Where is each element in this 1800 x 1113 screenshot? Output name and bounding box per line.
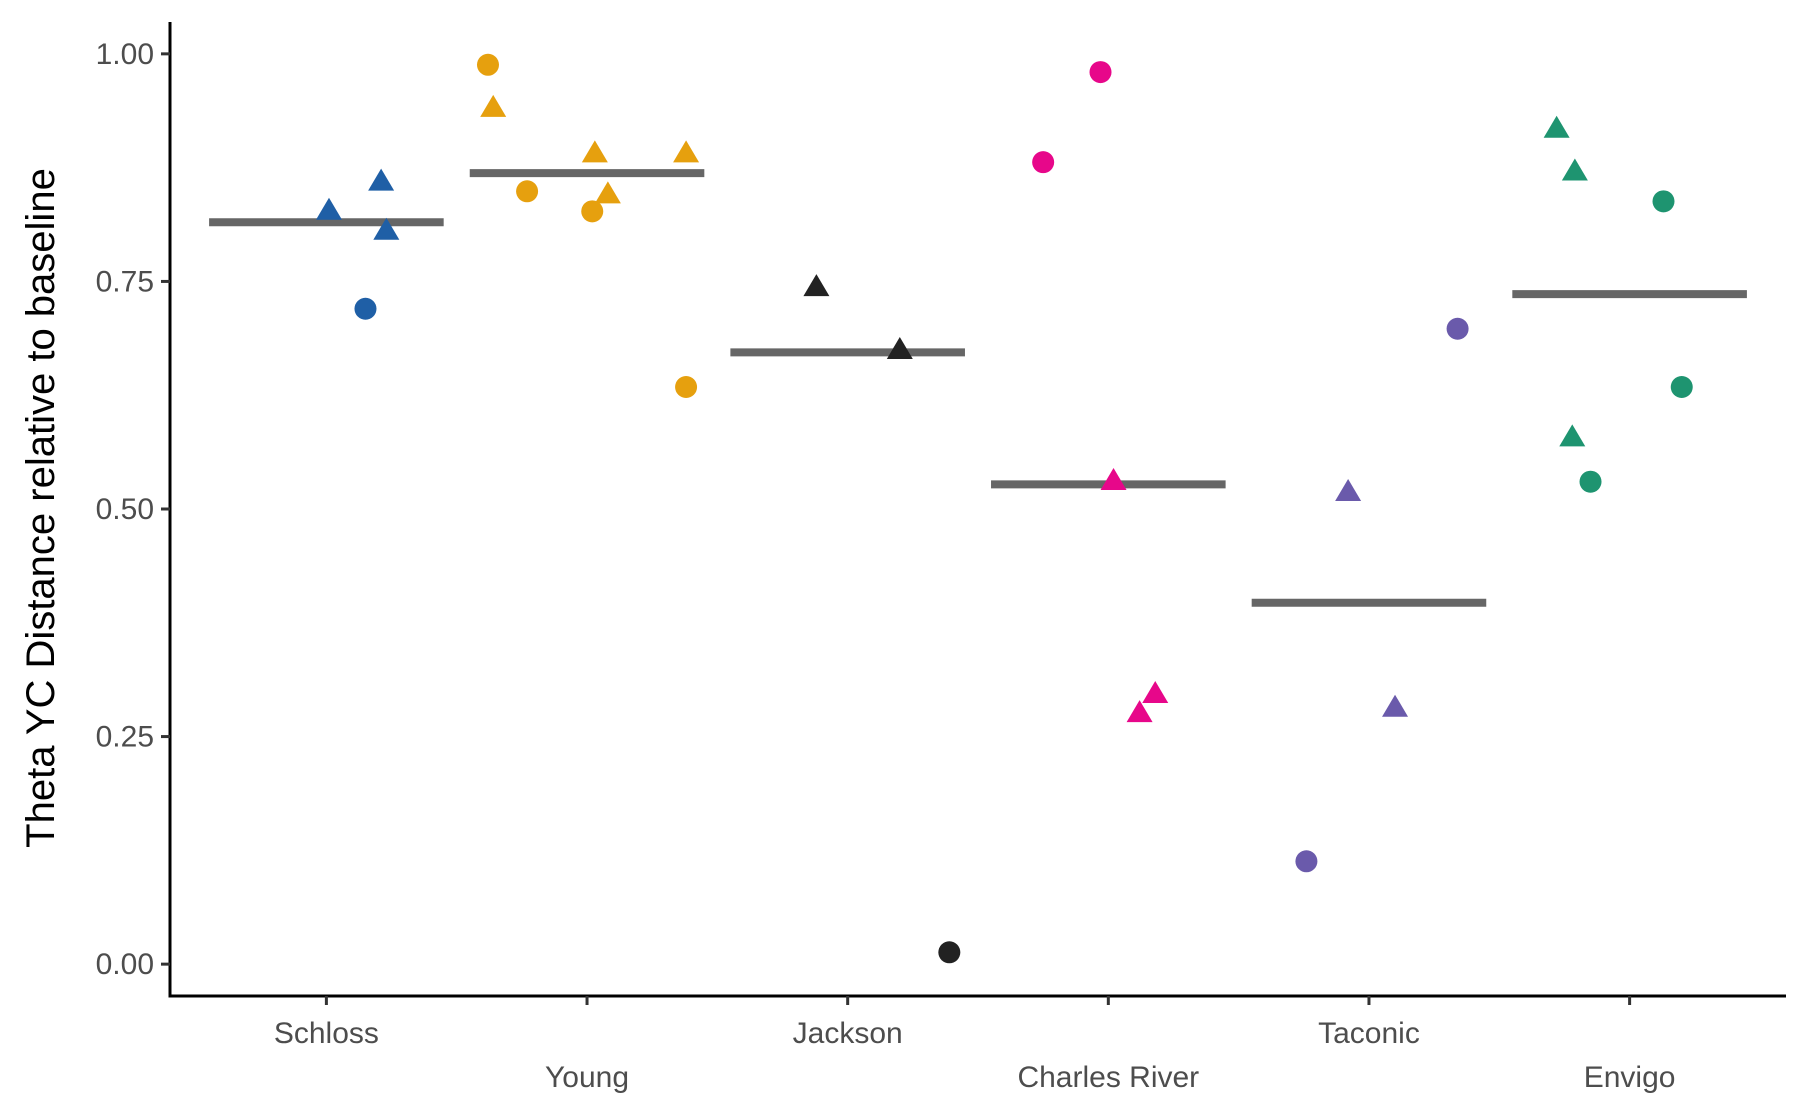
y-tick-label: 0.25 xyxy=(96,721,154,754)
data-point-triangle xyxy=(673,140,700,163)
data-point-triangle xyxy=(581,140,608,163)
data-point-triangle xyxy=(803,274,830,297)
data-point-triangle xyxy=(594,181,621,204)
data-point-circle xyxy=(1670,376,1693,399)
x-tick-label: Young xyxy=(545,1061,629,1094)
data-point-circle xyxy=(675,376,698,399)
x-tick-label: Charles River xyxy=(1017,1061,1199,1094)
data-point-circle xyxy=(1295,850,1318,873)
data-point-circle xyxy=(938,941,961,964)
data-point-triangle xyxy=(373,217,400,240)
data-point-circle xyxy=(1652,190,1675,213)
x-tick-label: Envigo xyxy=(1584,1061,1676,1094)
plot-area xyxy=(209,53,1747,964)
x-tick-label: Taconic xyxy=(1318,1017,1420,1050)
data-point-circle xyxy=(1089,61,1112,84)
data-point-triangle xyxy=(1335,478,1362,501)
y-tick-label: 0.00 xyxy=(96,948,154,981)
data-point-triangle xyxy=(1561,158,1588,181)
data-point-triangle xyxy=(368,168,395,191)
data-point-triangle xyxy=(1559,424,1586,447)
axes: 0.00 0.25 0.50 0.75 1.00 Schloss Young Jackson C… xyxy=(96,22,1786,1094)
data-point-triangle xyxy=(886,336,913,359)
data-point-circle xyxy=(1579,470,1602,493)
y-tick-label: 0.75 xyxy=(96,265,154,298)
y-axis-title: Theta YC Distance relative to baseline xyxy=(19,168,63,848)
data-point-circle xyxy=(1032,151,1055,174)
data-point-triangle xyxy=(480,94,507,117)
data-point-circle xyxy=(516,180,539,203)
data-point-triangle xyxy=(315,197,342,220)
data-point-triangle xyxy=(1543,115,1570,138)
y-tick-label: 1.00 xyxy=(96,38,154,71)
data-point-circle xyxy=(1446,317,1469,340)
x-tick-label: Jackson xyxy=(793,1017,903,1050)
data-point-triangle xyxy=(1100,468,1127,491)
data-point-circle xyxy=(354,297,377,320)
y-tick-label: 0.50 xyxy=(96,493,154,526)
data-point-triangle xyxy=(1126,700,1153,723)
x-tick-label: Schloss xyxy=(274,1017,379,1050)
data-point-triangle xyxy=(1382,694,1409,717)
data-point-circle xyxy=(476,53,499,76)
data-point-triangle xyxy=(1142,681,1169,704)
data-point-circle xyxy=(581,200,604,223)
